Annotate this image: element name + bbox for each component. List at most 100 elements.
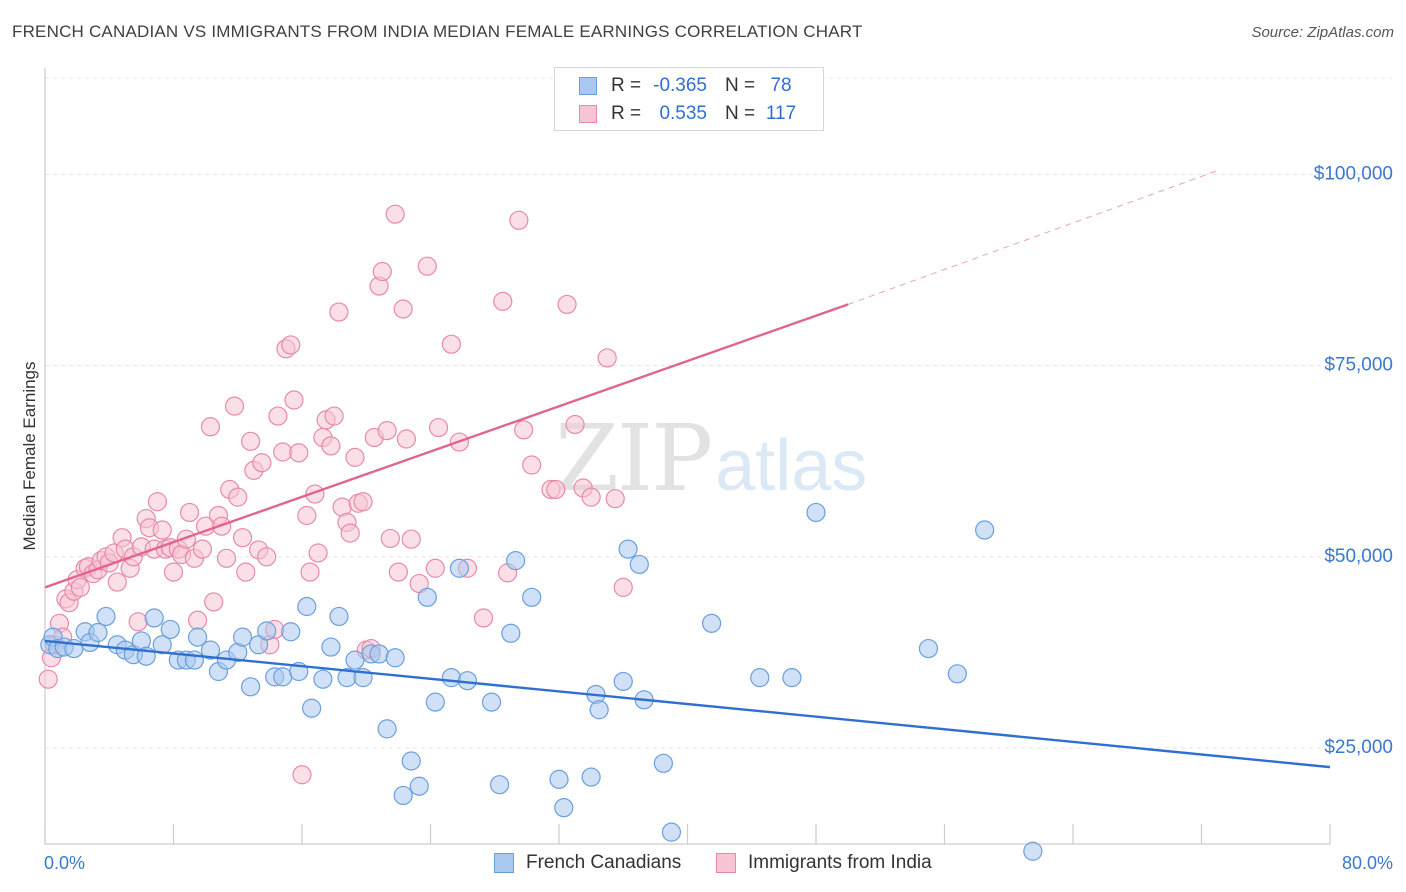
trend-lines — [44, 170, 1331, 769]
data-point — [38, 669, 58, 689]
data-point — [546, 479, 566, 500]
data-point — [1023, 841, 1043, 861]
data-point — [289, 443, 309, 463]
data-point — [473, 608, 494, 628]
data-point — [184, 650, 204, 670]
data-point — [329, 302, 349, 322]
data-point — [489, 775, 510, 795]
data-point — [396, 429, 417, 449]
data-point — [324, 406, 344, 426]
data-point — [292, 765, 312, 785]
data-point — [70, 577, 90, 597]
data-point — [176, 529, 196, 549]
tick-labels: $25,000 $50,000 $75,000 $100,000 0.0% 80.0% Me… — [20, 163, 1393, 873]
data-point — [557, 294, 577, 315]
data-point — [377, 719, 397, 739]
data-point — [522, 455, 542, 475]
data-point — [160, 619, 180, 640]
data-point — [409, 776, 429, 796]
data-point — [589, 700, 609, 720]
data-point — [144, 608, 164, 628]
legend-r-value: -0.365 — [653, 75, 707, 96]
data-point — [345, 447, 365, 467]
data-point — [522, 587, 542, 607]
data-point — [425, 692, 445, 712]
trend-line-extension — [847, 170, 1218, 305]
data-point — [281, 335, 301, 355]
data-point — [257, 621, 277, 641]
series-immigrants-from-india — [38, 204, 633, 785]
data-point — [321, 637, 341, 657]
data-point — [417, 256, 437, 276]
legend-row-french-canadians: R = -0.365 N = 78 — [579, 73, 801, 99]
data-point — [806, 502, 826, 523]
data-point — [232, 528, 253, 548]
data-point — [187, 627, 208, 647]
data-point — [417, 587, 437, 607]
data-point — [228, 487, 248, 507]
data-point — [581, 487, 601, 507]
data-point — [554, 798, 574, 818]
data-point — [581, 767, 601, 787]
data-point — [204, 592, 224, 612]
data-point — [613, 671, 633, 692]
axes — [44, 68, 1331, 845]
data-point — [300, 562, 320, 582]
data-point — [345, 650, 365, 670]
data-point — [241, 677, 261, 697]
data-point — [297, 596, 317, 617]
data-point — [281, 622, 301, 642]
bottom-legend-label: Immigrants from India — [748, 852, 932, 873]
series-french-canadians — [40, 502, 1043, 861]
bottom-legend-swatch-immigrants-from-india — [716, 853, 736, 873]
data-point — [297, 505, 317, 526]
data-point — [268, 406, 288, 426]
legend-n-value: 117 — [765, 103, 797, 124]
data-point — [549, 769, 569, 789]
data-point — [88, 622, 108, 643]
data-point — [179, 502, 200, 523]
data-point — [192, 539, 213, 559]
data-point — [372, 261, 392, 282]
data-point — [393, 785, 413, 806]
data-point — [200, 640, 221, 660]
data-point — [369, 644, 389, 664]
data-point — [441, 668, 461, 688]
x-tick-label-min: 0.0% — [44, 853, 85, 873]
bottom-legend-swatch-french-canadians — [494, 853, 514, 873]
data-point — [107, 572, 127, 592]
bottom-legend-french-canadians: French Canadians — [494, 852, 681, 874]
source-label: Source: ZipAtlas.com — [1251, 24, 1394, 41]
data-point — [147, 492, 168, 512]
data-point — [661, 822, 682, 842]
legend-r-label: R = — [611, 75, 642, 96]
data-point — [241, 431, 261, 451]
data-point — [252, 453, 272, 473]
data-point — [750, 668, 770, 688]
chart-title: FRENCH CANADIAN VS IMMIGRANTS FROM INDIA… — [12, 22, 863, 41]
legend-r-label: R = — [611, 103, 642, 124]
data-point — [947, 664, 967, 684]
data-point — [128, 612, 148, 632]
data-point — [302, 698, 322, 718]
data-point — [506, 551, 526, 571]
data-point — [701, 613, 722, 633]
data-point — [385, 204, 405, 224]
data-point — [425, 558, 445, 578]
y-tick-label: $75,000 — [1324, 355, 1393, 376]
legend-r-value: 0.535 — [659, 103, 707, 124]
legend-swatch-french-canadians — [579, 77, 597, 95]
data-point — [493, 291, 513, 311]
legend-n-value: 78 — [770, 75, 792, 96]
data-point — [152, 520, 172, 540]
data-point — [449, 558, 470, 578]
data-point — [565, 414, 585, 435]
data-point — [257, 547, 277, 567]
data-point — [273, 667, 293, 687]
y-tick-label: $50,000 — [1324, 546, 1393, 567]
trend-line — [44, 303, 849, 589]
data-point — [597, 348, 617, 368]
data-point — [321, 436, 341, 456]
data-point — [393, 299, 413, 319]
y-tick-label: $100,000 — [1314, 163, 1393, 184]
